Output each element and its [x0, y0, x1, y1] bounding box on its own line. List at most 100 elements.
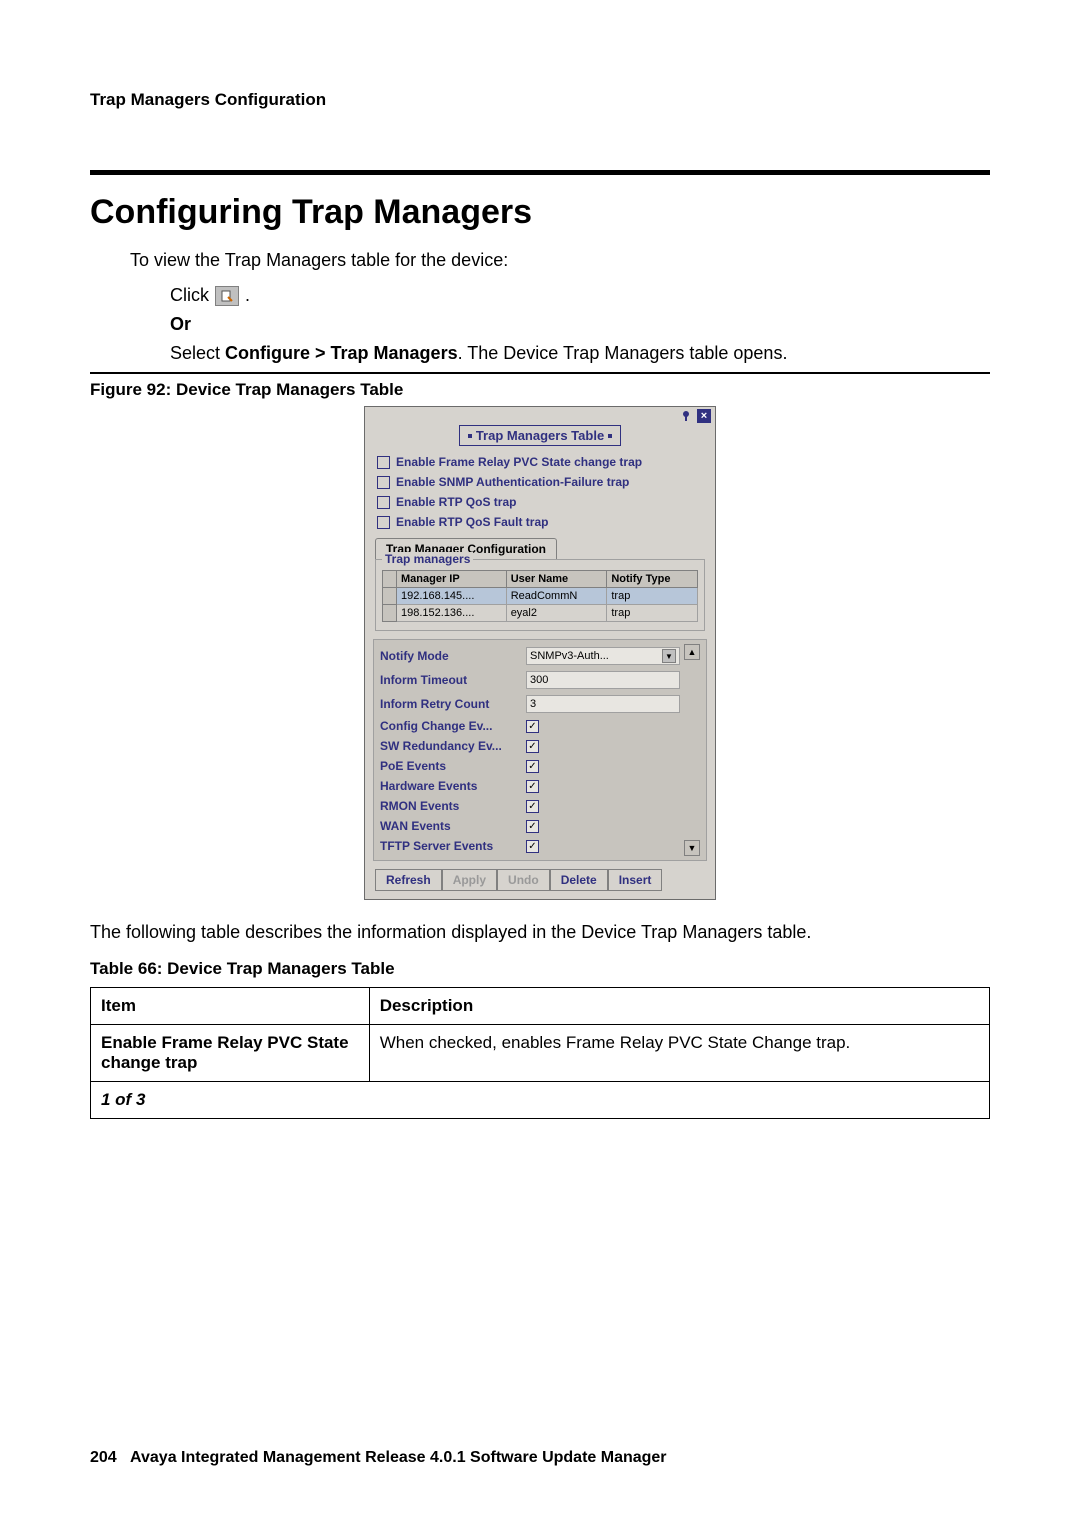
checkbox-row: Enable RTP QoS trap — [365, 492, 715, 512]
scroll-down-icon[interactable]: ▼ — [684, 840, 700, 856]
description-table: Item Description Enable Frame Relay PVC … — [90, 987, 990, 1119]
click-word: Click — [170, 285, 209, 306]
select-bold: Configure > Trap Managers — [225, 343, 458, 363]
table-cell: 192.168.145.... — [397, 588, 507, 605]
refresh-button[interactable]: Refresh — [375, 869, 442, 891]
property-checkbox[interactable]: ✓ — [526, 780, 539, 793]
apply-button: Apply — [442, 869, 497, 891]
or-text: Or — [170, 314, 990, 335]
figure-wrap: × Trap Managers Table Enable Frame Relay… — [90, 406, 990, 900]
properties-scrollbar[interactable]: ▲ ▼ — [684, 644, 700, 856]
click-period: . — [245, 285, 250, 306]
dialog-title-bar: Trap Managers Table — [365, 425, 715, 452]
property-row: SW Redundancy Ev... ✓ — [380, 736, 680, 756]
checkbox-label: Enable RTP QoS trap — [396, 495, 516, 509]
property-label: Hardware Events — [380, 779, 520, 793]
page-number: 204 — [90, 1449, 117, 1466]
property-checkbox[interactable]: ✓ — [526, 840, 539, 853]
section-title: Configuring Trap Managers — [90, 193, 990, 232]
checkbox-row: Enable Frame Relay PVC State change trap — [365, 452, 715, 472]
footer-text: Avaya Integrated Management Release 4.0.… — [130, 1449, 666, 1466]
property-row: Inform Timeout 300 — [380, 668, 680, 692]
table-row[interactable]: 198.152.136....eyal2trap — [383, 605, 698, 622]
checkbox-label: Enable Frame Relay PVC State change trap — [396, 455, 642, 469]
dialog-titlebar-controls: × — [365, 407, 715, 425]
property-label: Inform Timeout — [380, 673, 520, 687]
checkbox[interactable] — [377, 476, 390, 489]
after-figure-text: The following table describes the inform… — [90, 922, 990, 943]
checkbox[interactable] — [377, 496, 390, 509]
checkbox-label: Enable SNMP Authentication-Failure trap — [396, 475, 629, 489]
property-input[interactable]: 300 — [526, 671, 680, 689]
property-dropdown[interactable]: SNMPv3-Auth...▼ — [526, 647, 680, 665]
item-cell: Enable Frame Relay PVC State change trap — [91, 1025, 370, 1082]
checkbox-label: Enable RTP QoS Fault trap — [396, 515, 548, 529]
table-cell: ReadCommN — [506, 588, 607, 605]
property-label: PoE Events — [380, 759, 520, 773]
column-header[interactable]: User Name — [506, 571, 607, 588]
property-row: Config Change Ev... ✓ — [380, 716, 680, 736]
pager-text: 1 of 3 — [91, 1082, 990, 1119]
property-row: Notify Mode SNMPv3-Auth...▼ — [380, 644, 680, 668]
property-label: Inform Retry Count — [380, 697, 520, 711]
dot-icon — [608, 434, 612, 438]
trap-managers-toolbar-icon — [215, 286, 239, 306]
property-row: WAN Events✓ — [380, 816, 680, 836]
delete-button[interactable]: Delete — [550, 869, 608, 891]
description-cell: When checked, enables Frame Relay PVC St… — [369, 1025, 989, 1082]
table-row[interactable]: 192.168.145....ReadCommNtrap — [383, 588, 698, 605]
table-cell: trap — [607, 605, 698, 622]
column-header[interactable]: Manager IP — [397, 571, 507, 588]
property-checkbox[interactable]: ✓ — [526, 800, 539, 813]
row-handle[interactable] — [383, 605, 397, 622]
property-row: RMON Events ✓ — [380, 796, 680, 816]
table-row: Enable Frame Relay PVC State change trap… — [91, 1025, 990, 1082]
rule-thin — [90, 372, 990, 374]
property-row: PoE Events ✓ — [380, 756, 680, 776]
fieldset-legend: Trap managers — [382, 552, 473, 566]
step-click: Click . — [170, 285, 990, 306]
table-cell: 198.152.136.... — [397, 605, 507, 622]
select-suffix: . The Device Trap Managers table opens. — [458, 343, 788, 363]
chevron-down-icon[interactable]: ▼ — [662, 649, 676, 663]
checkbox[interactable] — [377, 516, 390, 529]
figure-caption: Figure 92: Device Trap Managers Table — [90, 380, 990, 400]
insert-button[interactable]: Insert — [608, 869, 663, 891]
col-item: Item — [91, 988, 370, 1025]
checkbox-row: Enable RTP QoS Fault trap — [365, 512, 715, 532]
property-label: RMON Events — [380, 799, 520, 813]
property-label: SW Redundancy Ev... — [380, 739, 520, 753]
select-prefix: Select — [170, 343, 225, 363]
table-pager-row: 1 of 3 — [91, 1082, 990, 1119]
checkbox-row: Enable SNMP Authentication-Failure trap — [365, 472, 715, 492]
dialog-button-row: RefreshApplyUndoDeleteInsert — [365, 861, 715, 891]
rule-thick — [90, 170, 990, 175]
intro-text: To view the Trap Managers table for the … — [130, 250, 990, 271]
property-label: TFTP Server Events — [380, 839, 520, 853]
dialog-title-text: Trap Managers Table — [476, 428, 604, 443]
dot-icon — [468, 434, 472, 438]
step-select: Select Configure > Trap Managers. The De… — [170, 343, 990, 364]
property-checkbox[interactable]: ✓ — [526, 760, 539, 773]
property-label: Config Change Ev... — [380, 719, 520, 733]
table-caption: Table 66: Device Trap Managers Table — [90, 959, 990, 979]
property-checkbox[interactable]: ✓ — [526, 740, 539, 753]
row-handle[interactable] — [383, 588, 397, 605]
page-footer: 204 Avaya Integrated Management Release … — [90, 1449, 667, 1467]
property-row: TFTP Server Events ✓ — [380, 836, 680, 856]
undo-button: Undo — [497, 869, 550, 891]
scroll-up-icon[interactable]: ▲ — [684, 644, 700, 660]
column-header[interactable]: Notify Type — [607, 571, 698, 588]
close-icon[interactable]: × — [697, 409, 711, 423]
properties-panel: Notify Mode SNMPv3-Auth...▼ Inform Timeout… — [373, 639, 707, 861]
property-label: Notify Mode — [380, 649, 520, 663]
property-checkbox[interactable]: ✓ — [526, 820, 539, 833]
trap-managers-fieldset: Trap managers Manager IPUser NameNotify … — [375, 559, 705, 631]
table-cell: trap — [607, 588, 698, 605]
page-header: Trap Managers Configuration — [90, 90, 990, 110]
checkbox[interactable] — [377, 456, 390, 469]
property-input[interactable]: 3 — [526, 695, 680, 713]
property-checkbox[interactable]: ✓ — [526, 720, 539, 733]
pin-icon[interactable] — [679, 409, 693, 423]
table-cell: eyal2 — [506, 605, 607, 622]
